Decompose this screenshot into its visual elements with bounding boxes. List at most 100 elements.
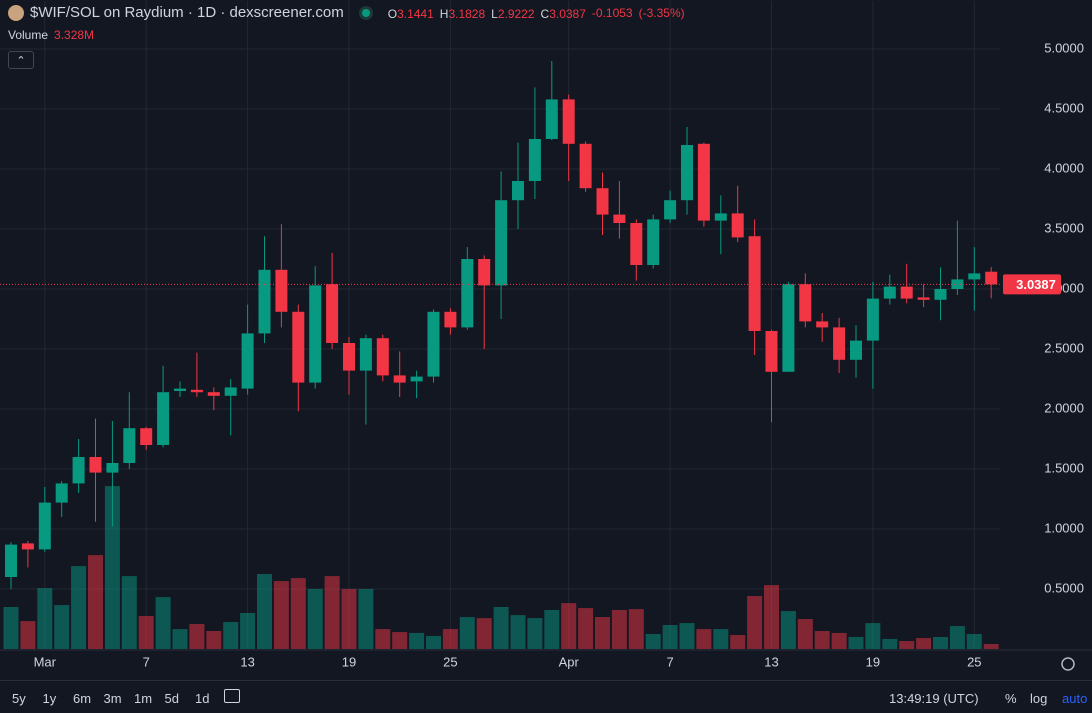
candle-body	[343, 343, 355, 371]
volume-bar	[375, 629, 391, 649]
candle-body	[664, 200, 677, 220]
volume-bar	[544, 610, 560, 649]
scale-option[interactable]: auto	[1062, 691, 1088, 706]
volume-bar	[37, 588, 53, 649]
clock: 13:49:19 (UTC)	[889, 691, 979, 706]
candle-body	[55, 483, 68, 503]
range-button[interactable]: 1d	[195, 691, 210, 706]
volume-bar	[983, 644, 999, 649]
range-button[interactable]: 5d	[164, 691, 179, 706]
volume-bar	[797, 619, 813, 649]
scale-option[interactable]: log	[1030, 691, 1048, 706]
status-dot	[361, 8, 370, 17]
volume-bar	[358, 589, 374, 649]
volume-bar	[409, 632, 425, 649]
range-button[interactable]: 5y	[12, 691, 26, 706]
symbol-title: $WIF/SOL on Raydium · 1D · dexscreener.c…	[30, 4, 344, 21]
volume-bar	[442, 629, 458, 649]
candle-body	[224, 387, 237, 396]
volume-bar	[713, 629, 729, 649]
candle-body	[72, 457, 85, 484]
candle-body	[461, 259, 474, 328]
candle-body	[106, 463, 119, 473]
volume-bar	[730, 635, 746, 649]
candle-body	[968, 273, 981, 280]
range-button[interactable]: 6m	[73, 691, 92, 706]
volume-bar	[71, 566, 87, 649]
candle-body	[275, 269, 288, 312]
scale-option[interactable]: %	[1005, 691, 1017, 706]
candle-body	[900, 286, 913, 299]
candle-body	[123, 428, 136, 463]
volume-bar	[916, 638, 932, 649]
y-tick-label: 0.5000	[1044, 580, 1084, 595]
candle-body	[410, 376, 423, 382]
candle-body	[714, 213, 727, 221]
volume-bar	[595, 617, 610, 649]
volume-bar	[628, 609, 644, 649]
date-range-icon[interactable]	[224, 689, 240, 703]
candle-body	[241, 333, 254, 389]
candle-body	[376, 338, 389, 376]
range-button[interactable]: 1y	[42, 691, 57, 706]
ohlc-value: 2.9222	[497, 6, 535, 21]
y-tick-label: 4.0000	[1044, 160, 1084, 175]
volume-bar	[527, 618, 543, 649]
volume-bar	[257, 574, 272, 649]
volume-bar	[324, 576, 340, 649]
volume-bar	[949, 626, 965, 649]
candle-body	[5, 544, 17, 577]
candle-body	[174, 388, 186, 391]
volume-bar	[121, 576, 137, 649]
x-tick-label: 7	[143, 654, 150, 669]
settings-icon	[1061, 657, 1075, 671]
candle-body	[782, 284, 795, 372]
candle-body	[495, 200, 508, 286]
candle-body	[613, 214, 626, 223]
candle-body	[359, 338, 372, 371]
change-percent: (-3.35%)	[638, 5, 685, 20]
candle-body	[917, 297, 930, 300]
volume-bar	[20, 621, 36, 649]
volume-bar	[459, 617, 475, 649]
price-label-box	[1003, 274, 1061, 295]
volume-bar	[780, 611, 796, 649]
candle-body	[528, 139, 541, 181]
x-tick-label: Mar	[34, 654, 57, 669]
volume-bar	[138, 616, 154, 649]
y-tick-label: 2.0000	[1044, 400, 1084, 415]
volume-bar	[3, 607, 19, 649]
candle-body	[140, 428, 153, 445]
chart: 0.50001.00001.50002.00002.50003.00003.50…	[0, 1, 1092, 671]
volume-bar	[307, 589, 323, 649]
ohlc-label: H	[439, 6, 449, 21]
volume-bar	[341, 589, 357, 649]
volume-bar	[155, 597, 171, 649]
ohlc-label: L	[491, 6, 498, 21]
candle-body	[816, 321, 829, 328]
range-button[interactable]: 3m	[103, 691, 122, 706]
range-button[interactable]: 1m	[134, 691, 153, 706]
volume-bar	[392, 632, 408, 649]
volume-bar	[865, 623, 881, 649]
candle-body	[850, 340, 862, 360]
ohlc-value: 3.0387	[549, 6, 586, 21]
volume-bar	[172, 629, 188, 649]
volume-bar	[206, 631, 222, 649]
volume-bar	[476, 618, 492, 649]
candle-body	[647, 219, 660, 265]
volume-bar	[510, 615, 526, 649]
candle-body	[478, 259, 491, 286]
candle-body	[681, 145, 693, 201]
candle-body	[985, 271, 998, 285]
x-tick-label: 25	[967, 654, 981, 669]
volume-bar	[814, 631, 830, 649]
volume-bar	[493, 607, 509, 649]
ohlc-label: C	[540, 6, 550, 21]
volume-bar	[747, 596, 763, 649]
candle-body	[596, 188, 609, 215]
volume-bar	[764, 585, 779, 649]
collapse-button[interactable]: ⌃	[8, 51, 34, 69]
volume-bar	[933, 637, 948, 649]
